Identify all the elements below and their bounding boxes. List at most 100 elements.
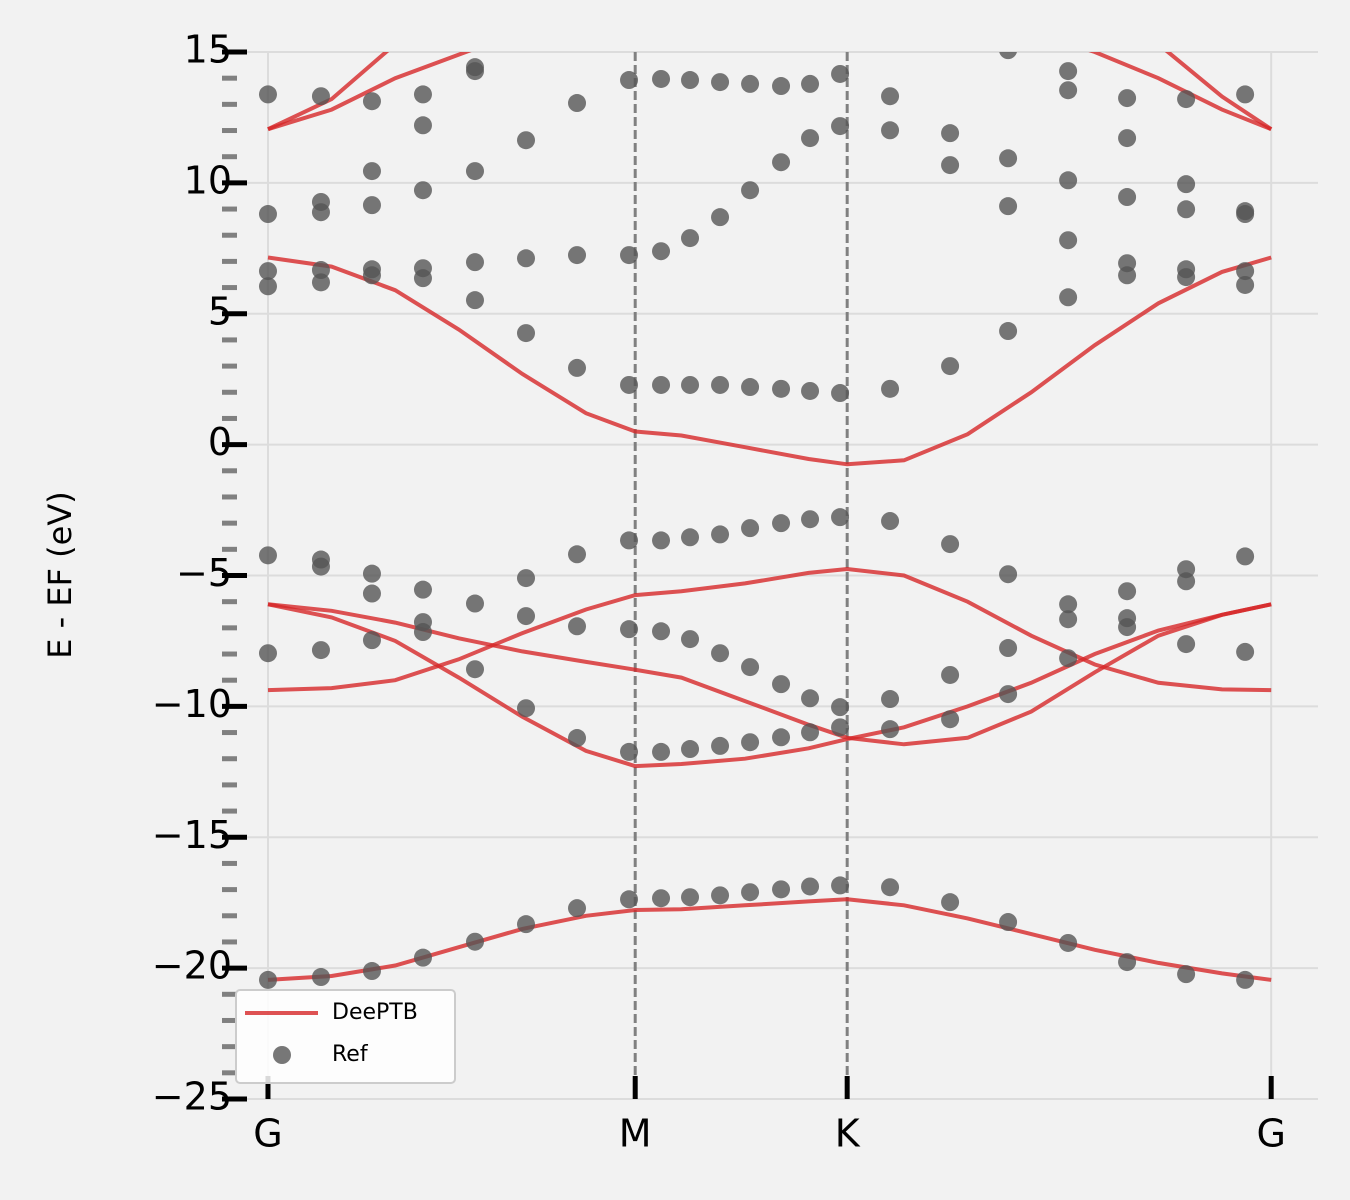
ref-point <box>311 261 330 280</box>
ref-point <box>362 162 381 181</box>
ref-point <box>258 277 277 296</box>
ref-point <box>999 685 1018 704</box>
ref-point <box>1118 89 1137 108</box>
band-line <box>267 602 1272 769</box>
ref-point <box>362 631 381 650</box>
ref-point <box>772 880 791 899</box>
x-tick-label: K <box>835 1112 861 1156</box>
ref-point <box>1236 205 1255 224</box>
ref-point <box>620 246 639 265</box>
ref-point <box>465 932 484 951</box>
ref-point <box>620 742 639 761</box>
ref-point <box>620 531 639 550</box>
ref-point <box>1059 288 1078 307</box>
ref-point <box>1118 266 1137 285</box>
y-tick-label: −25 <box>152 1075 232 1119</box>
ref-point <box>652 889 671 908</box>
ref-point <box>258 546 277 565</box>
ref-point <box>881 690 900 709</box>
ref-point <box>711 525 730 544</box>
ref-point <box>517 569 536 588</box>
y-tick-label: −10 <box>152 682 232 726</box>
ref-point <box>620 71 639 90</box>
ref-point <box>1118 953 1137 972</box>
ref-point <box>1118 129 1137 148</box>
ref-point <box>1177 175 1196 194</box>
ref-point <box>568 246 587 265</box>
ref-point <box>413 580 432 599</box>
ref-point <box>941 156 960 175</box>
ref-point <box>772 77 791 96</box>
ref-point <box>941 535 960 554</box>
ref-point <box>620 375 639 394</box>
ref-point <box>1059 62 1078 81</box>
ref-point <box>801 129 820 148</box>
ref-point <box>465 291 484 310</box>
ref-point <box>413 181 432 200</box>
ref-point <box>999 149 1018 168</box>
ref-point <box>999 52 1017 60</box>
ref-point <box>362 584 381 603</box>
ref-point <box>652 69 671 88</box>
ref-point <box>1236 275 1255 294</box>
ref-point <box>311 203 330 222</box>
ref-point <box>620 620 639 639</box>
ref-point <box>999 565 1018 584</box>
ref-point <box>941 124 960 143</box>
ref-point <box>881 720 900 739</box>
ref-point <box>831 64 850 83</box>
ref-point <box>801 381 820 400</box>
band-line <box>267 52 1273 132</box>
ref-point <box>413 116 432 135</box>
ref-point <box>941 893 960 912</box>
ref-point <box>941 357 960 376</box>
ref-point <box>711 208 730 227</box>
ref-point <box>362 266 381 285</box>
ref-point <box>1177 268 1196 287</box>
ref-point <box>681 375 700 394</box>
ref-point <box>1236 85 1255 104</box>
ref-point <box>772 153 791 172</box>
ref-point <box>362 564 381 583</box>
ref-point <box>772 728 791 747</box>
band-line <box>267 52 1272 132</box>
ref-point <box>831 718 850 737</box>
ref-point <box>1236 642 1255 661</box>
ref-point <box>258 85 277 104</box>
ref-point <box>517 699 536 718</box>
y-tick-label: 0 <box>208 420 232 464</box>
ref-point <box>1177 200 1196 219</box>
ref-point <box>311 273 330 292</box>
ref-point <box>1118 618 1137 637</box>
ref-point <box>772 379 791 398</box>
ref-point <box>568 545 587 564</box>
ref-point <box>801 510 820 529</box>
ref-point <box>772 514 791 533</box>
ref-point <box>681 229 700 248</box>
ref-point <box>311 968 330 987</box>
ref-point <box>1177 635 1196 654</box>
ref-point <box>465 62 484 81</box>
ref-point <box>831 876 850 895</box>
ref-point <box>362 962 381 981</box>
ref-point <box>741 181 760 200</box>
ref-point <box>681 630 700 649</box>
ref-point <box>999 322 1018 341</box>
ref-point <box>999 913 1018 932</box>
ref-point <box>311 87 330 106</box>
plot-area <box>258 52 1273 989</box>
ref-point <box>741 519 760 538</box>
ref-point <box>1177 965 1196 984</box>
ref-point <box>941 710 960 729</box>
ref-point <box>465 594 484 613</box>
ref-point <box>517 249 536 268</box>
band-line <box>267 566 1272 693</box>
ref-point <box>1059 610 1078 629</box>
ref-point <box>362 92 381 111</box>
ref-point <box>413 623 432 642</box>
ref-point <box>1177 90 1196 109</box>
ref-point <box>711 886 730 905</box>
ref-point <box>881 379 900 398</box>
ref-point <box>801 689 820 708</box>
ref-point <box>362 196 381 215</box>
